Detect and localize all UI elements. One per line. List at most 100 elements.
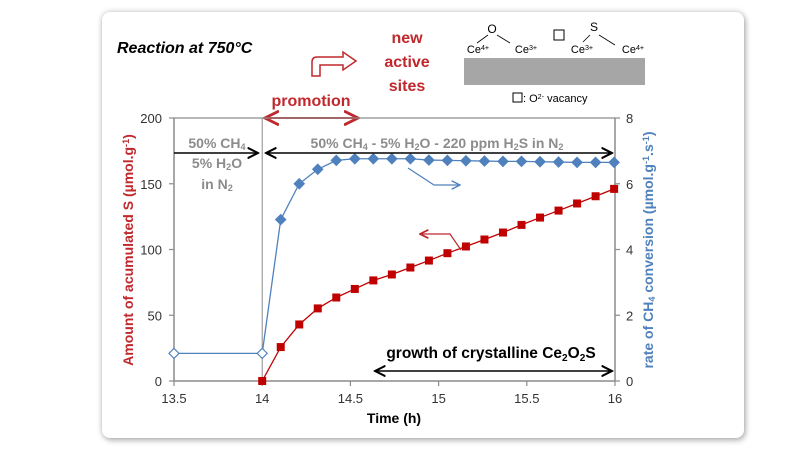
text-part: vacancy	[544, 93, 588, 105]
data-point-square	[406, 263, 415, 272]
y2-tick-label: 8	[626, 111, 633, 126]
y2-tick-label: 4	[626, 243, 633, 258]
new-active-sites-line: active	[384, 54, 429, 71]
y-tick-label: 0	[155, 374, 162, 389]
data-point-diamond	[515, 155, 528, 168]
data-point-diamond	[571, 156, 583, 169]
text-part: conversion (µmol.g	[640, 164, 656, 297]
text-part: Amount of acumulated S (µmol.g	[120, 147, 136, 366]
data-point-diamond	[608, 156, 620, 169]
y2-axis-title: rate of CH4 conversion (µmol.g-1.s-1)	[640, 131, 657, 368]
data-point-diamond	[552, 156, 565, 168]
new-active-sites-label: new active sites	[384, 30, 429, 95]
growth-label: growth of crystalline Ce2O2S	[386, 345, 595, 364]
subscript: 2	[562, 353, 568, 364]
subscript: 2	[226, 162, 231, 172]
pre-feed-line: 5% H2O	[192, 155, 242, 172]
y2-tick-label: 0	[626, 374, 633, 389]
data-point-diamond	[293, 177, 306, 190]
data-point-diamond	[330, 154, 343, 167]
data-point-diamond	[460, 154, 472, 167]
data-point-square	[295, 320, 304, 329]
data-point-diamond	[534, 155, 546, 168]
subscript: 4	[241, 142, 247, 152]
new-active-sites-line: new	[391, 30, 423, 47]
data-point-square	[369, 276, 378, 285]
data-point-square	[350, 284, 359, 293]
text-part: O	[231, 155, 242, 171]
chart-title: Reaction at 750°C	[117, 40, 253, 57]
data-point-diamond	[256, 347, 269, 360]
pre-feed-line: 50% CH4	[188, 135, 246, 152]
subscript: 2	[228, 183, 233, 193]
cerium-atom-label: Ce4+	[467, 44, 489, 56]
text-part: 5% H	[192, 155, 226, 171]
superscript: 2-	[538, 93, 545, 101]
subscript: 2	[558, 142, 563, 152]
superscript: -1	[121, 139, 131, 147]
superscript: -1	[641, 156, 651, 164]
data-point-square	[591, 192, 600, 201]
data-point-square	[424, 256, 433, 265]
data-point-square	[573, 199, 582, 208]
data-point-diamond	[404, 152, 417, 165]
y-tick-label: 100	[140, 243, 162, 258]
data-point-square	[443, 249, 452, 258]
text-part: 50% CH	[311, 135, 363, 151]
x-axis-title: Time (h)	[367, 410, 421, 426]
data-point-square	[461, 242, 470, 251]
series-line	[174, 158, 615, 355]
data-point-square	[536, 213, 545, 222]
text-part: )	[640, 131, 656, 136]
superscript: 3+	[529, 44, 537, 52]
superscript: -1	[641, 136, 651, 144]
ceria-surface	[464, 58, 645, 85]
x-tick-label: 14.5	[338, 391, 363, 406]
y-tick-label: 200	[140, 111, 162, 126]
text-part: S	[585, 345, 595, 362]
text-part: Ce	[515, 44, 529, 56]
cerium-atom-label: Ce3+	[571, 44, 593, 56]
main-feed-label: 50% CH4 - 5% H2O - 220 ppm H2S in N2	[311, 135, 564, 152]
data-point-diamond	[168, 347, 180, 360]
text-part: : O	[523, 93, 538, 105]
oxygen-bridge-label: O	[487, 22, 496, 36]
data-point-square	[480, 235, 489, 244]
new-active-sites-line: sites	[389, 78, 426, 95]
data-point-square	[313, 304, 322, 313]
text-part: rate of CH	[640, 302, 656, 369]
pre-feed-line: in N2	[201, 176, 233, 193]
vacancy-legend-icon	[512, 92, 523, 103]
superscript: 4+	[481, 44, 489, 52]
y-tick-label: 150	[140, 177, 162, 192]
x-tick-label: 15	[431, 391, 445, 406]
subscript: 2	[580, 353, 586, 364]
data-point-diamond	[441, 154, 454, 167]
text-part: Ce	[622, 44, 636, 56]
text-part: )	[120, 134, 136, 139]
bent-arrow-icon	[311, 50, 358, 77]
data-point-diamond	[274, 213, 287, 226]
text-part: growth of crystalline Ce	[386, 345, 562, 362]
data-point-diamond	[497, 155, 509, 168]
text-part: O	[568, 345, 580, 362]
x-tick-label: 13.5	[161, 391, 186, 406]
data-point-square	[517, 220, 526, 229]
superscript: 3+	[585, 44, 593, 52]
x-tick-label: 15.5	[514, 391, 539, 406]
promotion-label: promotion	[271, 93, 350, 110]
data-point-square	[332, 293, 341, 302]
left-axis-pointer-arrow	[420, 234, 462, 251]
right-axis-pointer-arrow	[407, 167, 460, 185]
text-part: Ce	[571, 44, 585, 56]
surface-inset: O S Ce4+ Ce3+ Ce3+ Ce4+ : O2- vacancy	[464, 20, 645, 105]
data-point-diamond	[478, 155, 491, 167]
x-tick-label: 16	[608, 391, 622, 406]
y2-tick-label: 6	[626, 177, 633, 192]
sulfur-bridge-label: S	[590, 20, 598, 34]
text-part: S in N	[519, 135, 559, 151]
axes: 13.5 14 14.5 15 15.5 1605010015020002468Time …	[120, 111, 657, 426]
x-tick-label: 14	[255, 391, 269, 406]
